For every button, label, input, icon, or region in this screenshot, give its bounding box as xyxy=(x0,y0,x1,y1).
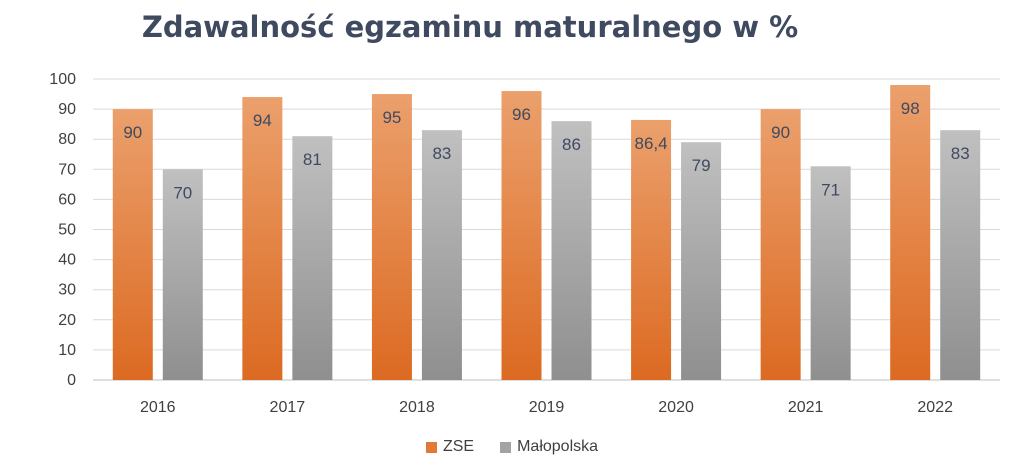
y-tick-label: 100 xyxy=(49,71,76,88)
data-label-malopolska: 79 xyxy=(692,156,711,175)
y-tick-label: 60 xyxy=(58,191,76,208)
legend-item-malopolska: Małopolska xyxy=(500,438,598,456)
bar-zse xyxy=(371,94,412,381)
gridlines xyxy=(93,78,1000,381)
bar-malopolska xyxy=(292,136,333,380)
data-label-zse: 90 xyxy=(123,123,142,142)
bar-malopolska xyxy=(810,166,851,380)
y-tick-label: 70 xyxy=(58,161,76,178)
data-label-zse: 86,4 xyxy=(635,134,668,153)
legend: ZSE Małopolska xyxy=(0,438,1024,456)
bar-zse xyxy=(242,97,283,380)
data-label-malopolska: 70 xyxy=(173,183,192,202)
bar-malopolska xyxy=(162,169,203,380)
data-label-malopolska: 86 xyxy=(562,135,581,154)
y-tick-label: 80 xyxy=(58,131,76,148)
y-tick-label: 10 xyxy=(58,342,76,359)
y-tick-label: 90 xyxy=(58,101,76,118)
data-label-malopolska: 83 xyxy=(951,144,970,163)
bar-malopolska xyxy=(940,130,981,380)
bar-malopolska xyxy=(551,121,592,380)
bar-zse xyxy=(501,91,542,380)
data-label-zse: 90 xyxy=(771,123,790,142)
bar-zse xyxy=(631,119,672,380)
x-tick-label: 2022 xyxy=(917,399,953,416)
data-label-zse: 95 xyxy=(382,108,401,127)
data-label-malopolska: 83 xyxy=(432,144,451,163)
chart-title: Zdawalność egzaminu maturalnego w % xyxy=(141,10,799,44)
y-tick-label: 20 xyxy=(58,312,76,329)
y-tick-label: 0 xyxy=(67,372,76,389)
y-tick-label: 40 xyxy=(58,252,76,269)
axes: 0 10 20 30 40 50 60 70 80 90 100 2016 2017 2018 2019 20… xyxy=(49,71,1000,416)
bar-malopolska xyxy=(681,142,722,380)
data-labels: 90 70 94 81 95 83 96 86 86,4 79 90 71 98 83 xyxy=(123,99,969,202)
x-tick-label: 2016 xyxy=(140,399,176,416)
legend-label-zse: ZSE xyxy=(442,438,475,455)
x-tick-label: 2017 xyxy=(270,399,306,416)
y-tick-label: 50 xyxy=(58,222,76,239)
y-tick-label: 30 xyxy=(58,282,76,299)
legend-swatch-malopolska xyxy=(500,441,512,453)
bar-zse xyxy=(890,85,931,381)
x-tick-label: 2020 xyxy=(658,399,694,416)
x-tick-label: 2018 xyxy=(399,399,435,416)
legend-swatch-zse xyxy=(425,441,437,453)
bar-zse xyxy=(760,109,801,380)
data-label-zse: 96 xyxy=(512,105,531,124)
x-tick-label: 2019 xyxy=(529,399,565,416)
bar-zse xyxy=(112,109,153,380)
bar-malopolska xyxy=(421,130,462,380)
legend-label-malopolska: Małopolska xyxy=(517,438,599,455)
data-label-zse: 94 xyxy=(253,111,272,130)
data-label-malopolska: 71 xyxy=(821,180,840,199)
x-tick-label: 2021 xyxy=(788,399,824,416)
data-label-zse: 98 xyxy=(901,99,920,118)
data-label-malopolska: 81 xyxy=(303,150,322,169)
legend-item-zse: ZSE xyxy=(425,438,475,456)
bars xyxy=(112,85,981,381)
